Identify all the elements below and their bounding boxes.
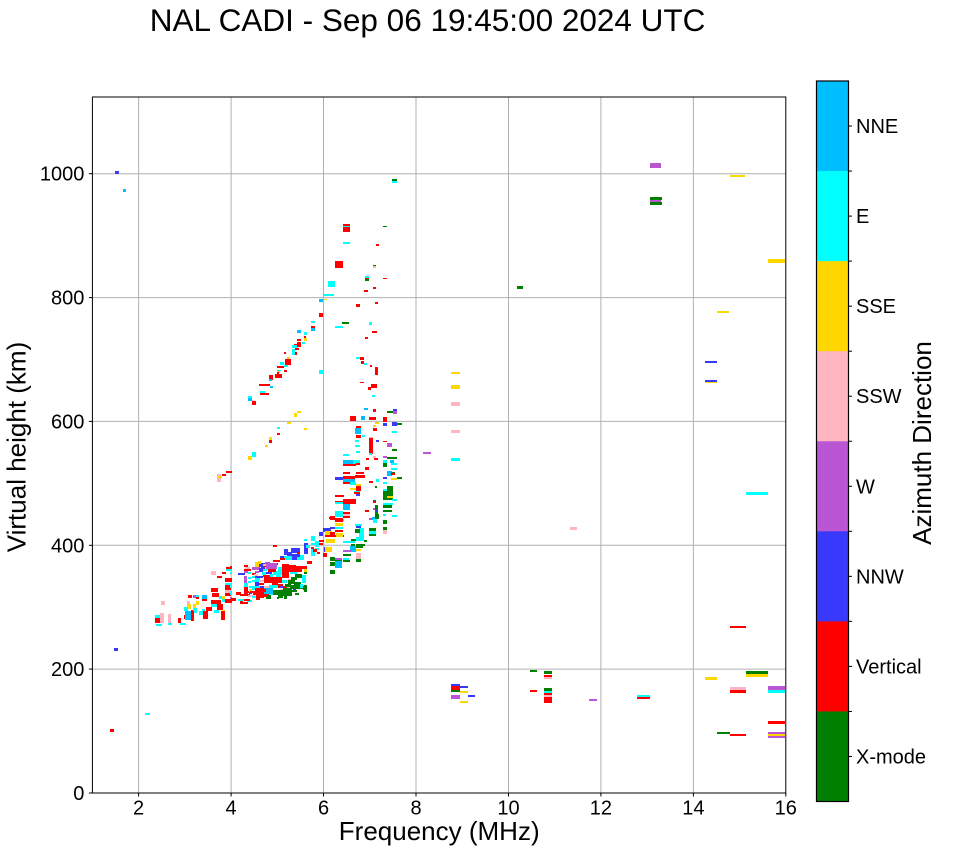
svg-text:2: 2	[133, 798, 144, 820]
svg-text:16: 16	[775, 798, 797, 820]
svg-text:14: 14	[682, 798, 704, 820]
svg-text:NAL CADI - Sep 06 19:45:00 202: NAL CADI - Sep 06 19:45:00 2024 UTC	[150, 2, 706, 38]
svg-text:NNW: NNW	[856, 566, 904, 588]
svg-text:800: 800	[51, 288, 84, 310]
svg-text:4: 4	[226, 798, 237, 820]
svg-text:10: 10	[497, 798, 519, 820]
svg-text:Virtual height (km): Virtual height (km)	[2, 342, 32, 553]
svg-text:200: 200	[51, 659, 84, 681]
svg-text:0: 0	[73, 783, 84, 805]
svg-text:Azimuth Direction: Azimuth Direction	[907, 341, 937, 545]
svg-text:SSW: SSW	[856, 386, 902, 408]
svg-text:NNE: NNE	[856, 116, 898, 138]
svg-text:8: 8	[410, 798, 421, 820]
svg-text:600: 600	[51, 411, 84, 433]
svg-text:12: 12	[590, 798, 612, 820]
svg-text:6: 6	[318, 798, 329, 820]
svg-text:Vertical: Vertical	[856, 656, 922, 678]
svg-text:W: W	[856, 476, 875, 498]
svg-text:SSE: SSE	[856, 296, 896, 318]
svg-text:1000: 1000	[40, 164, 85, 186]
svg-text:400: 400	[51, 535, 84, 557]
svg-text:X-mode: X-mode	[856, 746, 926, 768]
svg-text:E: E	[856, 206, 869, 228]
svg-text:Frequency (MHz): Frequency (MHz)	[339, 816, 540, 846]
